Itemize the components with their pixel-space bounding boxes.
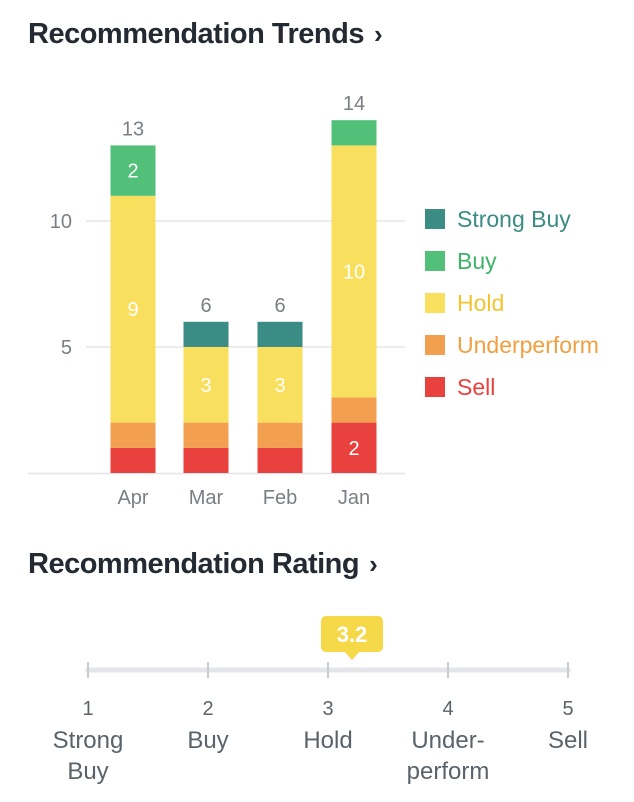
legend-label: Hold xyxy=(457,289,505,316)
recommendation-rating-scale: 1 Strong Buy 2 Buy 3 Hold 4 Under-perform 5 Sell 3.… xyxy=(53,616,588,785)
rating-marker: 3.2 xyxy=(321,616,383,660)
bar-segment-buy xyxy=(110,145,156,196)
recommendation-trends-title[interactable]: Recommendation Trends › xyxy=(28,18,383,51)
chevron-right-icon: › xyxy=(369,549,378,579)
legend-label: Buy xyxy=(457,247,497,274)
bar-value-label: 2 xyxy=(127,161,138,183)
legend-item-buy[interactable]: Buy xyxy=(425,240,599,282)
bar-segment-hold xyxy=(257,347,303,423)
legend-swatch xyxy=(425,377,445,397)
bar-value-label: 9 xyxy=(127,299,138,321)
rating-scale-label: Buy xyxy=(187,727,228,754)
rating-scale-number: 4 xyxy=(442,698,453,720)
rating-scale-number: 3 xyxy=(322,698,333,720)
rating-value-label: 3.2 xyxy=(337,622,368,647)
x-tick-label: Jan xyxy=(338,487,370,509)
rating-scale-label: Strong xyxy=(53,727,124,754)
bar-segment-hold xyxy=(183,347,229,423)
legend-swatch xyxy=(425,293,445,313)
bar-segment-underperform xyxy=(110,422,156,448)
rating-marker-box xyxy=(321,616,383,652)
y-tick-label: 5 xyxy=(61,337,72,359)
rating-scale-label: Hold xyxy=(303,727,352,754)
bar-segment-sell xyxy=(110,447,156,473)
bar-segment-strong-buy xyxy=(257,321,303,347)
recommendation-rating-label: Recommendation Rating xyxy=(28,548,360,580)
chart-legend: Strong Buy Buy Hold Underperform Sell xyxy=(425,198,599,408)
legend-item-strong-buy[interactable]: Strong Buy xyxy=(425,198,599,240)
bar-total-label: 6 xyxy=(274,295,285,317)
bar-segment-strong-buy xyxy=(183,321,229,347)
bar-total-label: 14 xyxy=(343,93,365,115)
legend-label: Strong Buy xyxy=(457,205,571,232)
bar-segment-buy xyxy=(331,120,377,146)
rating-scale-number: 2 xyxy=(202,698,213,720)
bar-value-label: 2 xyxy=(348,438,359,460)
legend-item-underperform[interactable]: Underperform xyxy=(425,324,599,366)
recommendation-trends-label: Recommendation Trends xyxy=(28,18,364,50)
y-tick-label: 10 xyxy=(50,211,72,233)
bar-segment-sell xyxy=(331,422,377,473)
legend-swatch xyxy=(425,335,445,355)
bar-segment-underperform xyxy=(257,422,303,448)
rating-scale-number: 1 xyxy=(82,698,93,720)
x-tick-label: Apr xyxy=(117,487,148,509)
rating-scale-label: perform xyxy=(407,758,490,785)
legend-label: Sell xyxy=(457,373,496,400)
bar-segment-sell xyxy=(257,447,303,473)
rating-scale-number: 5 xyxy=(562,698,573,720)
bar-value-label: 3 xyxy=(274,375,285,397)
legend-item-sell[interactable]: Sell xyxy=(425,366,599,408)
legend-swatch xyxy=(425,209,445,229)
bar-value-label: 10 xyxy=(343,261,365,283)
bar-value-label: 3 xyxy=(200,375,211,397)
x-tick-label: Mar xyxy=(189,487,224,509)
chevron-right-icon: › xyxy=(373,19,383,49)
rating-scale-label: Buy xyxy=(67,758,108,785)
recommendation-trends-chart: 5 10 9 2 13 Apr 3 6 Mar 3 6 Feb 2 10 14 Jan xyxy=(28,93,405,509)
recommendation-rating-title[interactable]: Recommendation Rating › xyxy=(28,548,378,581)
rating-scale-label: Sell xyxy=(548,727,588,754)
bar-segment-hold xyxy=(110,195,156,423)
rating-marker-pointer xyxy=(344,651,360,660)
bar-segment-underperform xyxy=(331,397,377,423)
bar-segment-underperform xyxy=(183,422,229,448)
bar-segment-hold xyxy=(331,145,377,398)
bar-total-label: 6 xyxy=(200,295,211,317)
legend-label: Underperform xyxy=(457,331,599,358)
x-tick-label: Feb xyxy=(263,487,297,509)
legend-item-hold[interactable]: Hold xyxy=(425,282,599,324)
rating-scale-label: Under- xyxy=(411,727,484,754)
bar-segment-sell xyxy=(183,447,229,473)
legend-swatch xyxy=(425,251,445,271)
bar-total-label: 13 xyxy=(122,118,144,140)
